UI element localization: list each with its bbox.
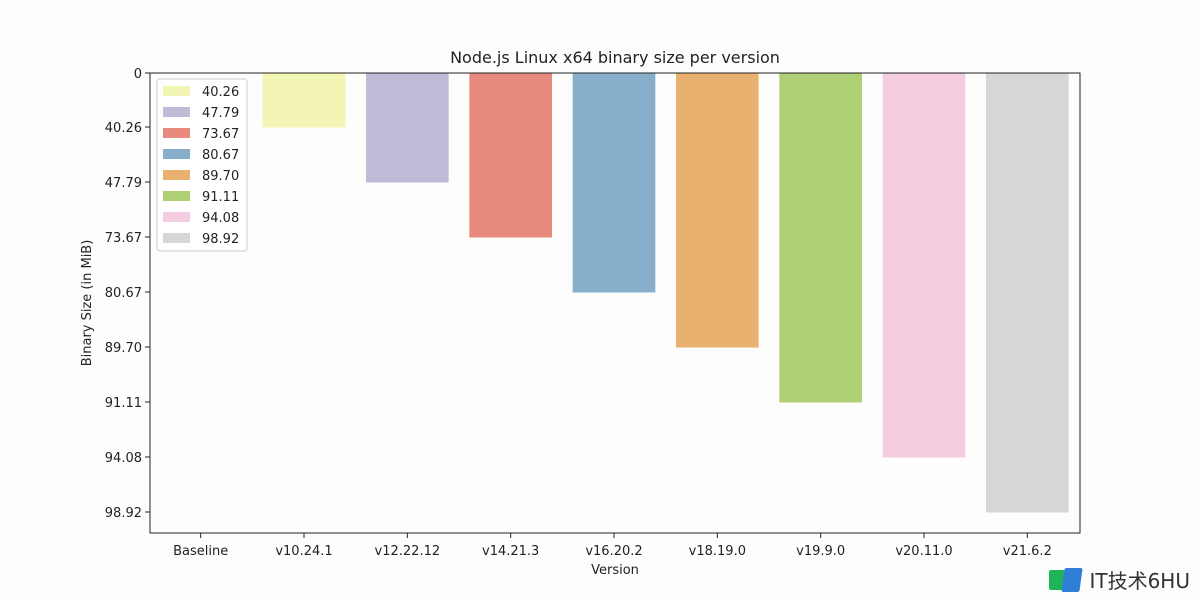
x-tick-label: v21.6.2: [1003, 544, 1052, 559]
bars: [262, 72, 1069, 513]
watermark: IT技术6HU: [1049, 565, 1190, 594]
legend-swatch: [163, 233, 190, 243]
x-axis-ticks: Baseline v10.24.1 v12.22.12 v14.21.3 v16.20.…: [173, 533, 1052, 559]
x-tick-label: v12.22.12: [375, 544, 441, 559]
y-tick-label: 98.92: [105, 506, 142, 521]
x-tick-label: Baseline: [173, 544, 228, 559]
legend-label: 94.08: [202, 211, 239, 226]
y-tick-label: 0: [134, 67, 142, 82]
watermark-text: IT技术6HU: [1089, 569, 1190, 593]
y-tick-label: 40.26: [105, 121, 142, 136]
bar-v12-22-12: [366, 72, 449, 183]
y-tick-label: 73.67: [105, 231, 142, 246]
x-tick-label: v20.11.0: [895, 544, 952, 559]
bar-v19-9-0: [779, 72, 862, 403]
legend-swatch: [163, 191, 190, 201]
legend-swatch: [163, 149, 190, 159]
legend-label: 73.67: [202, 127, 239, 142]
bar-v14-21-3: [469, 72, 552, 238]
legend-label: 98.92: [202, 232, 239, 247]
y-tick-label: 91.11: [105, 396, 142, 411]
y-tick-label: 80.67: [105, 286, 142, 301]
legend-label: 40.26: [202, 85, 239, 100]
bar-v20-11-0: [882, 72, 966, 458]
x-tick-label: v14.21.3: [482, 544, 539, 559]
legend-label: 47.79: [202, 106, 239, 121]
watermark-logo-icon: [1049, 567, 1084, 592]
bar-v10-24-1: [262, 72, 346, 128]
chart-title: Node.js Linux x64 binary size per versio…: [450, 48, 780, 67]
y-tick-label: 94.08: [105, 451, 142, 466]
x-tick-label: v10.24.1: [275, 544, 332, 559]
legend-swatch: [163, 107, 190, 117]
legend-swatch: [163, 212, 190, 222]
legend-swatch: [163, 170, 190, 180]
bar-v21-6-2: [986, 72, 1069, 513]
legend-swatch: [163, 86, 190, 96]
y-tick-label: 47.79: [105, 176, 142, 191]
bar-v16-20-2: [572, 72, 656, 293]
x-axis-label: Version: [591, 563, 639, 578]
x-tick-label: v19.9.0: [796, 544, 845, 559]
bar-v18-19-0: [676, 72, 759, 348]
legend-swatch: [163, 128, 190, 138]
legend-label: 89.70: [202, 169, 239, 184]
x-tick-label: v18.19.0: [689, 544, 746, 559]
legend: 40.26 47.79 73.67 80.67 89.70 91.11 94.08 98.92: [156, 78, 248, 252]
plot-frame: [149, 72, 1081, 534]
y-axis-ticks: 0 40.26 47.79 73.67 80.67 89.70 91.11 94.08 98.9…: [105, 67, 150, 521]
legend-label: 80.67: [202, 148, 239, 163]
legend-box: [156, 78, 248, 252]
y-tick-label: 89.70: [105, 341, 142, 356]
y-axis-label: Binary Size (in MiB): [80, 240, 95, 367]
x-tick-label: v16.20.2: [585, 544, 642, 559]
legend-label: 91.11: [202, 190, 239, 205]
